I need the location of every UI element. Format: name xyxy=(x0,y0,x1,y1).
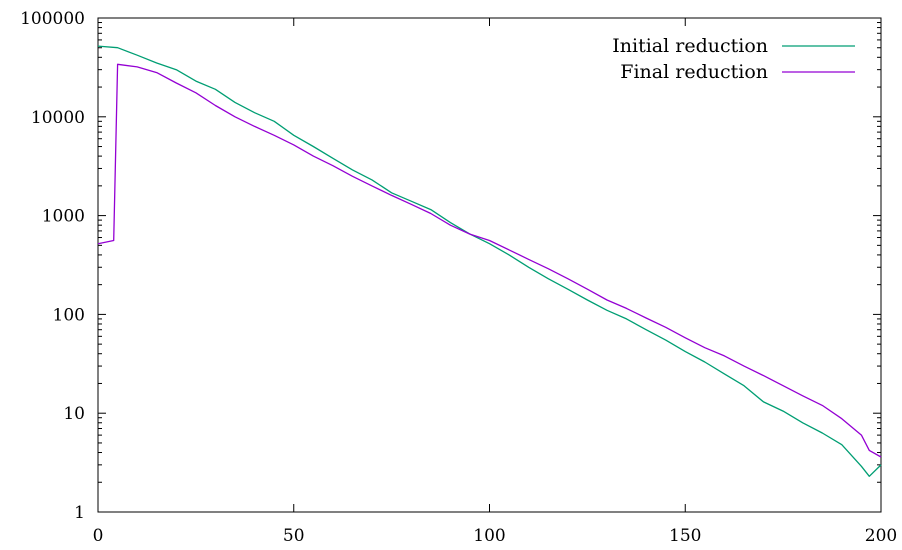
y-tick-labels: 1 10 100 1000 10000 100000 xyxy=(20,9,85,523)
x-tick-label: 0 xyxy=(93,526,104,546)
y-tick-label: 10 xyxy=(63,404,85,424)
x-tick-label: 150 xyxy=(669,526,701,546)
axis-ticks xyxy=(97,17,882,513)
y-tick-label: 1 xyxy=(74,503,85,523)
y-tick-label: 100 xyxy=(53,305,85,325)
x-tick-labels: 0 50 100 150 200 xyxy=(93,526,898,546)
plot-frame xyxy=(97,17,882,513)
legend-label-1: Final reduction xyxy=(620,61,768,83)
y-tick-label: 10000 xyxy=(31,108,85,128)
x-tick-label: 200 xyxy=(865,526,897,546)
series-line-0 xyxy=(97,45,882,477)
x-tick-label: 100 xyxy=(473,526,505,546)
y-tick-label: 100000 xyxy=(20,9,85,29)
legend-label-0: Initial reduction xyxy=(612,35,768,57)
legend: Initial reduction Final reduction xyxy=(612,35,855,83)
x-tick-label: 50 xyxy=(283,526,305,546)
y-tick-label: 1000 xyxy=(42,207,85,227)
series-lines xyxy=(97,45,882,477)
series-line-1 xyxy=(97,63,882,458)
